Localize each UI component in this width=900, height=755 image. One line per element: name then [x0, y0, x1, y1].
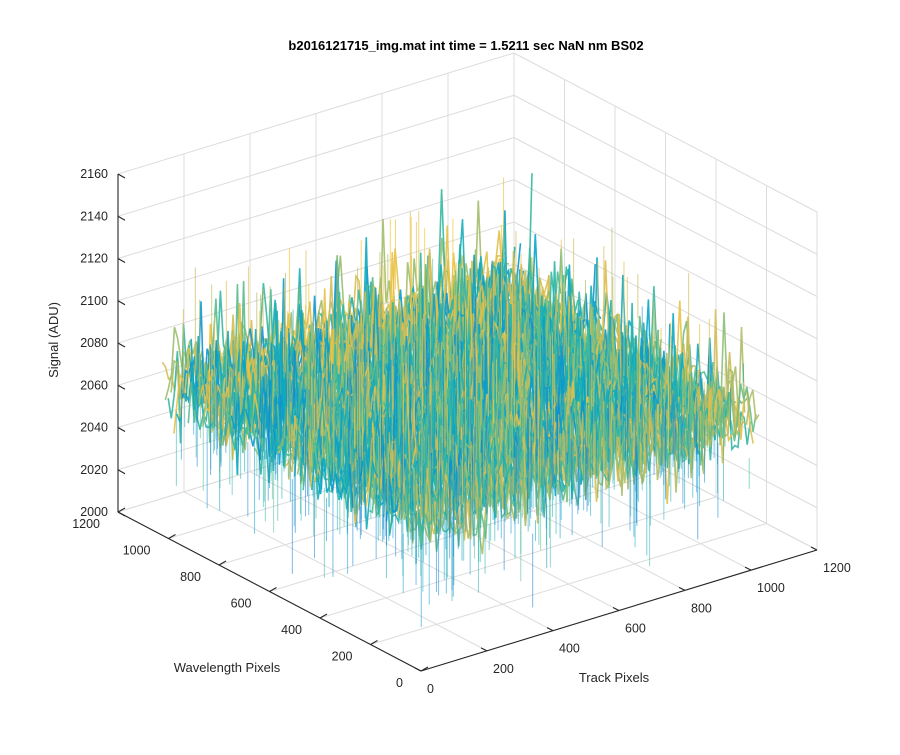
x-tick-mark: [480, 647, 488, 652]
x-tick-mark: [678, 586, 686, 591]
x-tick-label: 1200: [823, 561, 851, 575]
wall-grid-line: [513, 52, 818, 213]
y-tick-mark: [117, 507, 126, 513]
x-tick-mark: [810, 546, 818, 551]
y-axis-label: Wavelength Pixels: [174, 660, 281, 675]
z-tick-label: 2140: [80, 209, 108, 223]
x-tick-label: 600: [625, 622, 646, 636]
tick-labels: 0 200 400 600 800 1000 1200 0 200 400 600 800 1000 12…: [72, 167, 851, 696]
x-tick-label: 400: [559, 642, 580, 656]
x-tick-label: 0: [427, 682, 434, 696]
wall-grid-line: [513, 137, 818, 297]
axes-lines: [117, 173, 818, 672]
z-tick-mark: [117, 300, 126, 306]
wall-grid-line: [513, 221, 818, 382]
z-tick-label: 2060: [80, 378, 108, 392]
z-tick-label: 2160: [80, 167, 108, 181]
y-tick-mark: [168, 534, 176, 539]
z-tick-mark: [117, 427, 126, 432]
y-tick-mark: [218, 560, 227, 566]
x-tick-label: 1000: [757, 581, 785, 595]
y-tick-mark: [370, 640, 378, 645]
chart-title: b2016121715_img.mat int time = 1.5211 se…: [288, 38, 643, 53]
z-tick-label: 2100: [80, 294, 108, 308]
floor-grid-line: [370, 523, 767, 645]
y-tick-label: 0: [396, 676, 403, 690]
x-tick-mark: [546, 627, 554, 632]
z-tick-mark: [117, 511, 126, 517]
y-tick-mark: [319, 613, 328, 619]
wall-grid-line: [513, 179, 818, 340]
y-tick-label: 1000: [123, 544, 151, 558]
z-tick-mark: [117, 215, 126, 221]
x-axis-label: Track Pixels: [579, 670, 650, 685]
wall-grid-line: [117, 52, 515, 175]
x-tick-mark: [414, 667, 422, 672]
x-tick-label: 200: [493, 662, 514, 676]
z-tick-mark: [117, 469, 126, 475]
x-tick-mark: [744, 566, 752, 571]
y-tick-mark: [269, 587, 277, 592]
z-axis-label: Signal (ADU): [46, 302, 61, 378]
z-tick-label: 2120: [80, 252, 108, 266]
y-tick-label: 1200: [72, 517, 100, 531]
wall-grid-line: [117, 94, 515, 217]
z-tick-label: 2040: [80, 421, 108, 435]
z-tick-mark: [117, 173, 126, 179]
z-tick-label: 2020: [80, 463, 108, 477]
x-tick-mark: [612, 607, 620, 611]
z-tick-label: 2000: [80, 505, 108, 519]
wall-grid-line: [117, 179, 515, 302]
y-tick-mark: [420, 666, 429, 672]
wall-grid-line: [513, 94, 818, 255]
y-tick-label: 400: [281, 623, 302, 637]
y-tick-label: 200: [332, 650, 353, 664]
surface-mesh: [161, 173, 760, 627]
z-tick-mark: [117, 258, 126, 263]
z-tick-mark: [117, 342, 126, 348]
z-tick-mark: [117, 384, 126, 390]
y-tick-label: 600: [231, 597, 252, 611]
y-tick-label: 800: [180, 570, 201, 584]
x-tick-label: 800: [691, 601, 712, 615]
wall-grid-line: [117, 137, 515, 259]
z-tick-label: 2080: [80, 336, 108, 350]
